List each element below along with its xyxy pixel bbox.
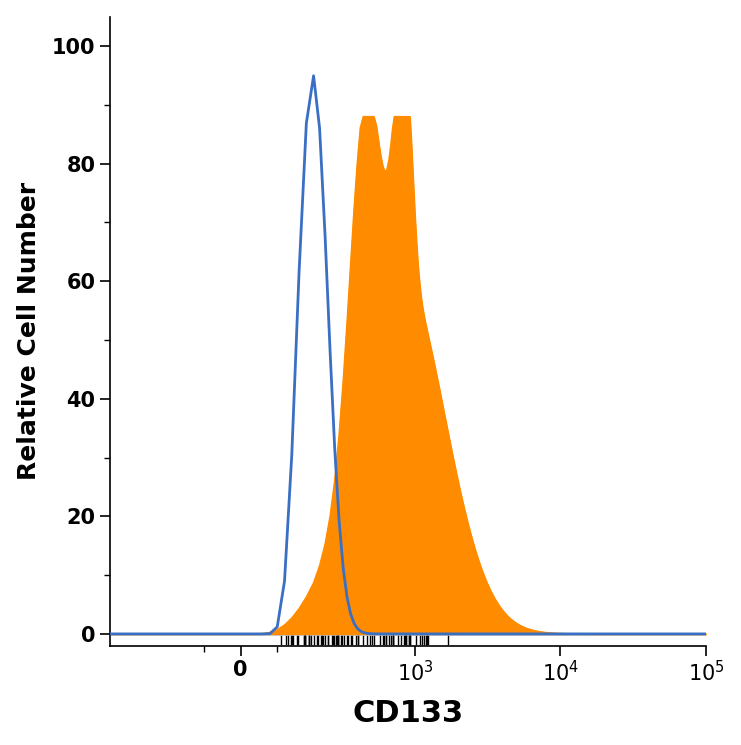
Y-axis label: Relative Cell Number: Relative Cell Number	[16, 182, 41, 481]
X-axis label: CD133: CD133	[352, 700, 463, 729]
